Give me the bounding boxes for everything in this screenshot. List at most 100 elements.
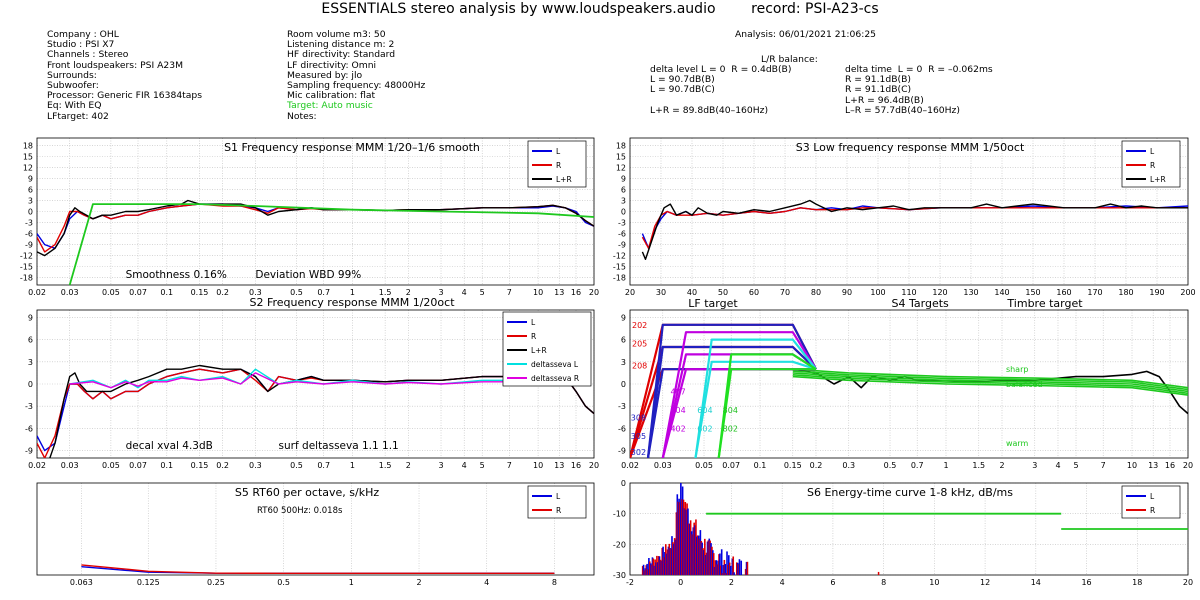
info-column-measurement: Room volume m3: 50 Listening distance m: … xyxy=(287,29,426,122)
x-tick-label: 3 xyxy=(438,288,443,297)
x-tick-label: 0.5 xyxy=(884,461,897,470)
info-line: LFtarget: 402 xyxy=(47,110,109,122)
info-line: Target: Auto music xyxy=(287,100,373,112)
page-title: ESSENTIALS stereo analysis by www.loudsp… xyxy=(321,1,879,17)
plot-area xyxy=(81,564,555,574)
x-tick-label: 0.7 xyxy=(911,461,924,470)
chart-title: S2 Frequency response MMM 1/20oct xyxy=(249,296,455,309)
info-line: R = 91.1dB(B) xyxy=(845,74,911,86)
info-line: Listening distance m: 2 xyxy=(287,39,395,51)
lf-target-label: 604 xyxy=(697,406,712,415)
x-tick-label: 2 xyxy=(406,461,411,470)
info-line: Surrounds: xyxy=(47,69,97,81)
lf-target-line xyxy=(717,353,817,458)
x-tick-label: 0.7 xyxy=(317,461,330,470)
timbre-target-band xyxy=(792,368,1188,389)
x-tick-label: 6 xyxy=(830,578,835,587)
chart-title: S4 Targets xyxy=(892,297,950,310)
x-tick-label: 0.05 xyxy=(695,461,713,470)
x-tick-label: 0.1 xyxy=(754,461,767,470)
info-line: L+R = 96.4dB(B) xyxy=(845,94,924,106)
y-tick-label: 6 xyxy=(621,336,626,345)
lf-target-label: 205 xyxy=(632,339,647,348)
y-tick-label: -3 xyxy=(618,402,626,411)
lf-target-label: 602 xyxy=(697,424,712,433)
x-tick-label: 60 xyxy=(749,288,759,297)
lf-target-line xyxy=(694,360,817,458)
x-tick-label: 0.2 xyxy=(810,461,823,470)
x-tick-label: 0.02 xyxy=(621,461,639,470)
x-tick-label: 20 xyxy=(1183,578,1193,587)
x-tick-label: 4 xyxy=(462,288,467,297)
info-column-levels-r: delta time L = 0 R = –0.062ms R = 91.1dB(… xyxy=(845,64,993,116)
y-tick-label: -20 xyxy=(613,540,626,549)
y-tick-label: -15 xyxy=(613,263,626,272)
x-tick-label: 20 xyxy=(589,461,599,470)
info-line: LF directivity: Omni xyxy=(287,59,377,71)
legend-label: L xyxy=(1150,492,1155,501)
y-tick-label: -6 xyxy=(25,230,33,239)
x-tick-label: 1.5 xyxy=(379,288,392,297)
x-tick-label: 0.03 xyxy=(61,461,79,470)
annotation: surf deltasseva 1.1 1.1 xyxy=(279,440,399,452)
x-tick-label: 13 xyxy=(554,461,564,470)
info-line: delta time L = 0 R = –0.062ms xyxy=(845,64,993,75)
legend-label: L xyxy=(556,492,561,501)
legend-label: L+R xyxy=(556,175,572,184)
x-tick-label: 0.125 xyxy=(137,578,160,587)
x-tick-label: 0.15 xyxy=(191,461,209,470)
lf-target-label: 208 xyxy=(632,362,647,371)
info-line: L–R = 57.7dB(40–160Hz) xyxy=(845,104,960,116)
timbre-label: balanced xyxy=(1006,380,1043,389)
y-tick-label: 0 xyxy=(621,479,626,488)
x-tick-label: 13 xyxy=(554,288,564,297)
x-tick-label: 0.2 xyxy=(216,461,229,470)
x-tick-label: 0.15 xyxy=(784,461,802,470)
plot-area xyxy=(641,199,1188,260)
x-tick-label: 0.07 xyxy=(722,461,740,470)
x-tick-label: 0.063 xyxy=(70,578,93,587)
series-l-r xyxy=(641,199,1188,260)
x-tick-label: 120 xyxy=(932,288,947,297)
x-tick-label: 40 xyxy=(687,288,697,297)
info-line: L = 90.7dB(B) xyxy=(650,74,715,86)
info-line: R = 91.1dB(C) xyxy=(845,84,912,96)
x-tick-label: 180 xyxy=(1118,288,1133,297)
y-tick-label: 3 xyxy=(28,196,33,205)
x-tick-label: 100 xyxy=(870,288,885,297)
x-tick-label: 8 xyxy=(552,578,557,587)
y-tick-label: 9 xyxy=(621,174,626,183)
y-tick-label: 0 xyxy=(28,380,33,389)
x-tick-label: 10 xyxy=(1127,461,1137,470)
info-line: Sampling frequency: 48000Hz xyxy=(287,79,426,91)
plot-frame xyxy=(629,137,1189,286)
lf-target-line xyxy=(661,331,817,458)
y-tick-label: 12 xyxy=(23,163,33,172)
annotation: RT60 500Hz: 0.018s xyxy=(257,506,343,516)
lr-balance-title: L/R balance: xyxy=(761,54,818,65)
plot-frame xyxy=(36,137,595,286)
chart-s4: 0.02 0.03 0.05 0.07 0.1 0.15 0.2 0.3 0.5 0.7 1 1.5 2… xyxy=(618,297,1193,470)
x-tick-label: 80 xyxy=(811,288,821,297)
chart-s3: 20 30 40 50 60 70 80 90 100 110 120 130 140 150 160 170… xyxy=(613,137,1196,297)
y-tick-label: 0 xyxy=(621,208,626,217)
x-tick-label: 12 xyxy=(980,578,990,587)
series-r xyxy=(641,207,1188,249)
x-tick-label: 0.3 xyxy=(249,461,262,470)
x-tick-label: 110 xyxy=(901,288,916,297)
x-tick-label: 5 xyxy=(1073,461,1078,470)
y-tick-label: 3 xyxy=(28,358,33,367)
y-tick-label: 3 xyxy=(621,358,626,367)
x-tick-label: 50 xyxy=(718,288,728,297)
info-line: Front loudspeakers: PSI A23M xyxy=(47,59,184,71)
x-tick-label: 2 xyxy=(416,578,421,587)
legend-box xyxy=(1121,485,1181,519)
x-tick-label: 13 xyxy=(1148,461,1158,470)
info-line: L+R = 89.8dB(40–160Hz) xyxy=(650,104,769,116)
y-tick-label: 9 xyxy=(621,313,626,322)
x-tick-label: 200 xyxy=(1180,288,1195,297)
info-line: Notes: xyxy=(287,110,317,122)
x-tick-label: 4 xyxy=(780,578,785,587)
y-tick-label: 18 xyxy=(616,141,626,150)
